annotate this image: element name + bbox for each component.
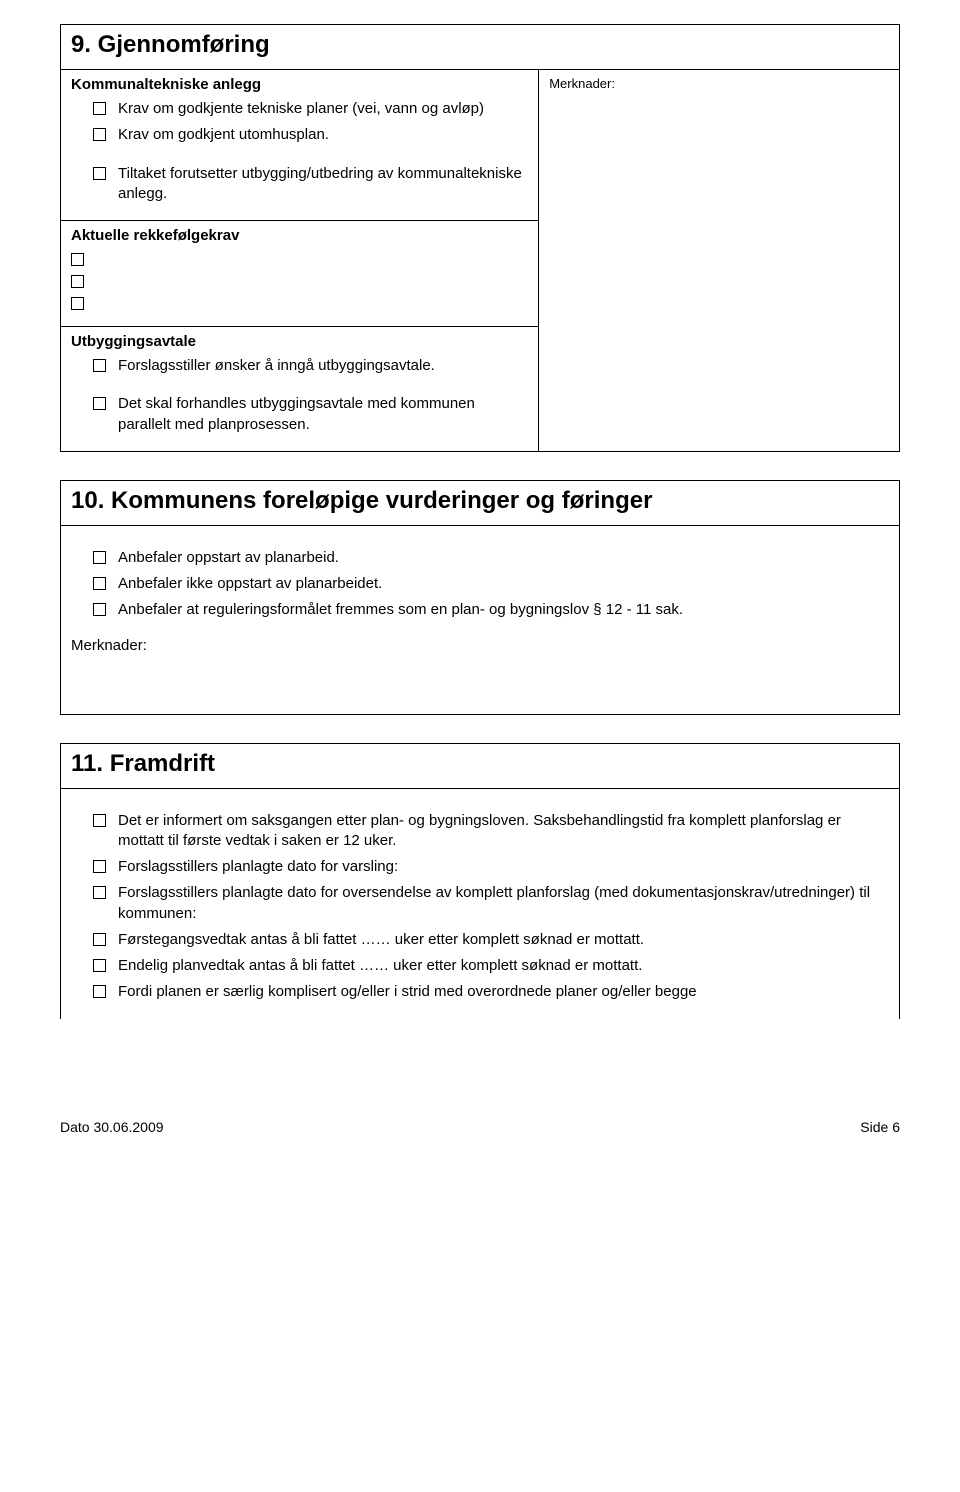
section-9-table: 9. Gjennomføring Kommunaltekniske anlegg… bbox=[60, 24, 900, 452]
check-item: Krav om godkjente tekniske planer (vei, … bbox=[71, 99, 528, 119]
check-item: Anbefaler ikke oppstart av planarbeidet. bbox=[71, 574, 889, 594]
check-item: Tiltaket forutsetter utbygging/utbedring… bbox=[71, 164, 528, 205]
check-item: Fordi planen er særlig komplisert og/ell… bbox=[71, 982, 889, 1002]
check-text: Det er informert om saksgangen etter pla… bbox=[118, 811, 889, 852]
check-text: Forslagsstillers planlagte dato for vars… bbox=[118, 857, 889, 877]
check-text: Fordi planen er særlig komplisert og/ell… bbox=[118, 982, 889, 1002]
section-10-heading-cell: 10. Kommunens foreløpige vurderinger og … bbox=[61, 480, 900, 525]
checkbox-icon[interactable] bbox=[93, 959, 106, 972]
check-item bbox=[71, 294, 528, 310]
checkbox-icon[interactable] bbox=[93, 359, 106, 372]
section-9-heading-cell: 9. Gjennomføring bbox=[61, 25, 900, 70]
check-text: Krav om godkjente tekniske planer (vei, … bbox=[118, 99, 528, 119]
checkbox-icon[interactable] bbox=[71, 253, 84, 266]
section-9-left-3: Utbyggingsavtale Forslagsstiller ønsker … bbox=[61, 327, 539, 452]
check-text: Anbefaler ikke oppstart av planarbeidet. bbox=[118, 574, 889, 594]
check-item: Endelig planvedtak antas å bli fattet ……… bbox=[71, 956, 889, 976]
section-9-heading: 9. Gjennomføring bbox=[71, 31, 889, 59]
check-text: Anbefaler at reguleringsformålet fremmes… bbox=[118, 600, 889, 620]
check-item bbox=[71, 272, 528, 288]
checkbox-icon[interactable] bbox=[93, 933, 106, 946]
check-item: Anbefaler oppstart av planarbeid. bbox=[71, 548, 889, 568]
check-item: Det er informert om saksgangen etter pla… bbox=[71, 811, 889, 852]
page: 9. Gjennomføring Kommunaltekniske anlegg… bbox=[0, 0, 960, 1059]
sub-kommunaltekniske: Kommunaltekniske anlegg bbox=[71, 76, 528, 93]
checkbox-icon[interactable] bbox=[71, 275, 84, 288]
section-9-right: Merknader: bbox=[539, 70, 900, 452]
checkbox-icon[interactable] bbox=[93, 128, 106, 141]
sub-rekkefolge: Aktuelle rekkefølgekrav bbox=[71, 227, 528, 244]
check-text: Forslagsstillers planlagte dato for over… bbox=[118, 883, 889, 924]
checkbox-icon[interactable] bbox=[93, 167, 106, 180]
check-item: Det skal forhandles utbyggingsavtale med… bbox=[71, 394, 528, 435]
check-item: Førstegangsvedtak antas å bli fattet …… … bbox=[71, 930, 889, 950]
checkbox-icon[interactable] bbox=[93, 814, 106, 827]
check-text: Krav om godkjent utomhusplan. bbox=[118, 125, 528, 145]
checkbox-icon[interactable] bbox=[93, 551, 106, 564]
footer-date: Dato 30.06.2009 bbox=[60, 1119, 164, 1135]
section-11-body: Det er informert om saksgangen etter pla… bbox=[61, 788, 900, 1019]
checkbox-icon[interactable] bbox=[93, 603, 106, 616]
check-item: Forslagsstillers planlagte dato for over… bbox=[71, 883, 889, 924]
section-11-heading: 11. Framdrift bbox=[71, 750, 889, 778]
checkbox-icon[interactable] bbox=[93, 397, 106, 410]
check-text: Endelig planvedtak antas å bli fattet ……… bbox=[118, 956, 889, 976]
section-9-left-2: Aktuelle rekkefølgekrav bbox=[61, 221, 539, 327]
check-item: Krav om godkjent utomhusplan. bbox=[71, 125, 528, 145]
check-text: Tiltaket forutsetter utbygging/utbedring… bbox=[118, 164, 528, 205]
section-10-heading: 10. Kommunens foreløpige vurderinger og … bbox=[71, 487, 889, 515]
section-10-table: 10. Kommunens foreløpige vurderinger og … bbox=[60, 480, 900, 715]
section-9-left-1: Kommunaltekniske anlegg Krav om godkjent… bbox=[61, 70, 539, 221]
check-item: Anbefaler at reguleringsformålet fremmes… bbox=[71, 600, 889, 620]
section-11-heading-cell: 11. Framdrift bbox=[61, 743, 900, 788]
checkbox-icon[interactable] bbox=[71, 297, 84, 310]
checkbox-icon[interactable] bbox=[93, 577, 106, 590]
check-text: Det skal forhandles utbyggingsavtale med… bbox=[118, 394, 528, 435]
check-item: Forslagsstillers planlagte dato for vars… bbox=[71, 857, 889, 877]
merknader-label: Merknader: bbox=[71, 637, 889, 654]
checkbox-icon[interactable] bbox=[93, 102, 106, 115]
checkbox-icon[interactable] bbox=[93, 886, 106, 899]
merknader-label: Merknader: bbox=[549, 76, 889, 91]
checkbox-icon[interactable] bbox=[93, 860, 106, 873]
section-11-table: 11. Framdrift Det er informert om saksga… bbox=[60, 743, 900, 1019]
footer: Dato 30.06.2009 Side 6 bbox=[0, 1059, 960, 1155]
check-text: Førstegangsvedtak antas å bli fattet …… … bbox=[118, 930, 889, 950]
check-item: Forslagsstiller ønsker å inngå utbygging… bbox=[71, 356, 528, 376]
sub-utbygging: Utbyggingsavtale bbox=[71, 333, 528, 350]
check-text: Anbefaler oppstart av planarbeid. bbox=[118, 548, 889, 568]
checkbox-icon[interactable] bbox=[93, 985, 106, 998]
footer-page: Side 6 bbox=[860, 1119, 900, 1135]
check-text: Forslagsstiller ønsker å inngå utbygging… bbox=[118, 356, 528, 376]
section-10-body: Anbefaler oppstart av planarbeid. Anbefa… bbox=[61, 525, 900, 714]
check-item bbox=[71, 250, 528, 266]
